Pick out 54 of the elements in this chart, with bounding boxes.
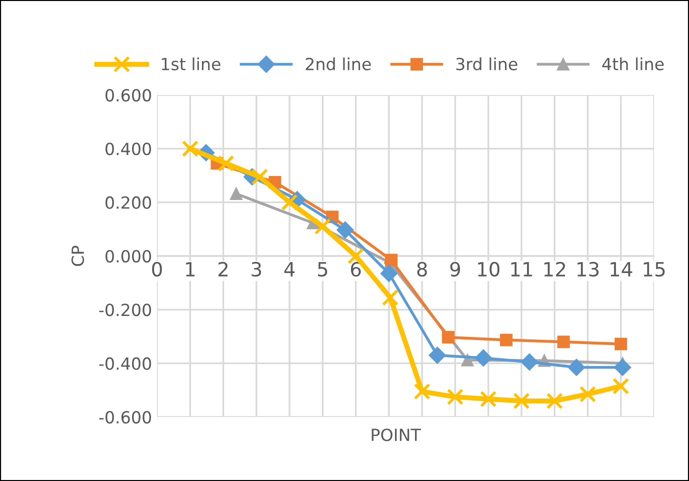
y-axis-title: CP (71, 246, 84, 266)
point (568, 358, 586, 376)
point (251, 168, 268, 186)
y-tick-label: 0.600 (106, 88, 152, 102)
point (336, 221, 354, 239)
point (314, 218, 331, 235)
point (614, 358, 632, 376)
y-tick-label: 0.200 (106, 196, 152, 209)
point (414, 383, 430, 400)
x-tick-label: 13 (578, 262, 599, 277)
x-tick-label: 15 (644, 262, 665, 277)
y-tick-label: 0.400 (106, 142, 152, 156)
point (480, 390, 497, 408)
y-tick-label: 0.000 (106, 250, 152, 263)
point (500, 334, 512, 346)
point (546, 392, 563, 410)
point (382, 289, 399, 306)
point (182, 140, 198, 157)
x-tick-label: 12 (544, 262, 566, 276)
point (513, 392, 530, 410)
point (442, 331, 454, 344)
x-tick-label: 1 (186, 262, 195, 276)
x-tick-label: 10 (478, 262, 500, 277)
x-tick-label: 5 (318, 262, 328, 277)
point (230, 187, 242, 200)
y-tick-label: -0.200 (99, 304, 152, 316)
x-tick-label: 8 (417, 262, 427, 277)
point (579, 386, 596, 403)
y-tick-label: -0.600 (99, 410, 152, 424)
point (612, 378, 630, 394)
x-tick-label: 4 (284, 262, 295, 276)
x-tick-label: 3 (252, 262, 262, 277)
x-tick-label: 9 (450, 262, 460, 277)
y-tick-label: -0.400 (99, 357, 152, 370)
point (380, 264, 398, 282)
point (385, 254, 398, 266)
x-tick-label: 2 (218, 262, 228, 276)
point (614, 338, 628, 350)
point (474, 349, 492, 367)
point (218, 155, 234, 172)
x-tick-label: 14 (610, 262, 632, 276)
x-axis-title: POINT (372, 428, 421, 442)
legend-label: 1st line (162, 57, 220, 70)
legend-label: 4th line (602, 57, 664, 70)
point (281, 194, 298, 211)
legend-label: 3rd line (456, 57, 518, 70)
x-tick-label: 11 (511, 262, 532, 276)
point (557, 336, 570, 348)
x-tick-label: 6 (350, 262, 361, 277)
point (446, 388, 464, 406)
point (520, 353, 538, 371)
legend-label: 2nd line (306, 57, 371, 70)
point (428, 346, 446, 364)
x-tick-label: 0 (152, 262, 162, 277)
